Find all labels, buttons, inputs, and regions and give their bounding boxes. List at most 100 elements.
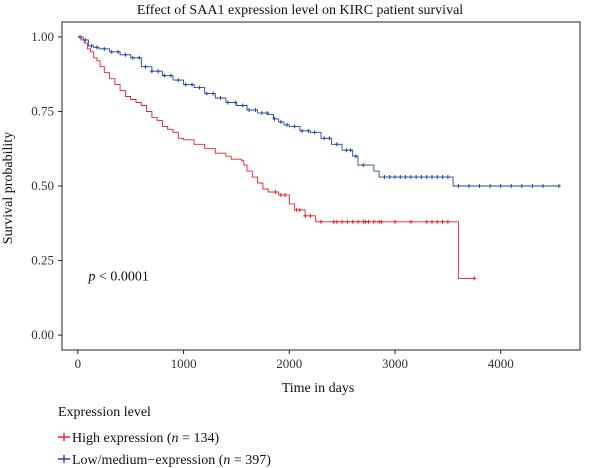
censor-mark-low [327,136,332,141]
x-axis-title: Time in days [282,381,355,396]
censor-mark-low [285,122,290,127]
censor-mark-low [509,184,514,188]
plot-area [77,34,561,281]
legend-label-high: High expression (n = 134) [72,431,219,446]
censor-mark-low [299,128,304,133]
censor-mark-low [253,107,258,112]
censor-mark-low [292,124,297,129]
censor-mark-low [403,175,408,180]
y-tick-label: 0.25 [31,253,54,268]
censor-mark-high [319,219,323,224]
censor-mark-low [334,142,339,147]
censor-mark-low [312,130,317,135]
censor-mark-low [430,175,434,180]
censor-mark-low [530,184,535,188]
censor-mark-high [371,219,376,224]
censor-mark-low [109,49,114,54]
legend-item-high: High expression (n = 134) [58,431,219,446]
legend-key-high [58,433,70,441]
censor-mark-high [366,219,371,224]
censor-mark-high [278,192,283,197]
censor-mark-low [176,78,181,83]
censor-mark-low [440,175,445,180]
chart-title: Effect of SAA1 expression level on KIRC … [137,3,463,18]
censor-mark-low [156,69,161,74]
censor-mark-low [102,46,107,51]
censor-mark-low [77,34,82,39]
censor-mark-low [94,45,99,50]
censor-mark-low [259,110,264,115]
legend-key-low [58,455,70,463]
y-tick-label: 0.00 [31,327,54,342]
censor-mark-low [488,184,493,188]
legend-label-low-prefix: Low/medium−expression ( [72,453,224,468]
censor-mark-low [247,107,252,112]
censor-mark-high [424,219,429,224]
censor-mark-low [398,175,403,180]
censor-mark-low [435,175,440,180]
censor-mark-high [334,219,339,224]
censor-mark-high [283,192,288,197]
censor-mark-low [143,64,148,69]
censor-mark-high [430,219,434,224]
censor-mark-high [408,219,413,224]
censor-mark-high [379,219,384,224]
legend-label-low-n: n [223,453,230,468]
y-axis-title: Survival probability [1,132,16,244]
censor-mark-low [265,110,270,115]
censor-mark-low [498,184,503,188]
censor-mark-low [211,91,216,96]
y-tick-label: 0.75 [31,103,54,118]
y-tick-label: 0.50 [31,178,54,193]
survival-curve-high [77,36,475,279]
censor-mark-high [445,219,450,224]
censor-mark-low [519,184,524,188]
censor-mark-low [123,52,128,57]
censor-mark-low [83,37,88,42]
censor-mark-low [353,154,358,159]
censor-mark-low [393,175,397,180]
x-tick-label: 0 [75,356,82,371]
legend-label-low-suffix: = 397) [230,453,271,468]
x-tick-label: 2000 [276,356,302,371]
censor-mark-low [414,175,419,180]
censor-mark-low [89,43,94,48]
censor-mark-low [477,184,482,188]
censor-mark-high [393,219,397,224]
censor-mark-low [233,100,238,105]
censor-mark-low [361,163,366,168]
censor-mark-low [130,55,135,60]
legend-label-high-n: n [172,431,179,446]
censor-mark-high [472,276,477,281]
censor-mark-low [387,175,392,180]
legend-label-low: Low/medium−expression (n = 397) [72,453,271,468]
axes: 0.00 0.25 0.50 0.75 1.00 0 1000 2000 3000 4000 [31,21,581,371]
censor-mark-low [424,175,429,180]
censor-mark-low [190,82,195,87]
censor-mark-low [225,100,230,105]
censor-mark-high [340,219,345,224]
p-value-annotation: p < 0.0001 [87,269,148,284]
censor-mark-low [456,184,461,188]
censor-mark-low [445,175,450,180]
censor-mark-low [541,184,545,188]
x-tick-label: 4000 [488,356,514,371]
censor-mark-low [382,175,387,180]
censor-mark-high [345,219,350,224]
x-tick-label: 3000 [382,356,408,371]
censor-mark-high [440,219,445,224]
censor-mark-high [435,219,440,224]
censor-mark-low [556,184,561,188]
censor-mark-low [149,69,154,74]
legend-title: Expression level [58,405,151,420]
censor-mark-low [272,116,277,121]
censor-mark-high [350,219,355,224]
legend-label-high-prefix: High expression ( [72,431,172,446]
censor-mark-low [278,119,283,124]
legend-label-high-suffix: = 134) [179,431,220,446]
censor-mark-high [273,189,278,194]
censor-mark-low [408,175,413,180]
y-tick-label: 1.00 [31,29,54,44]
censor-mark-low [467,184,471,188]
censor-mark-low [162,73,167,78]
